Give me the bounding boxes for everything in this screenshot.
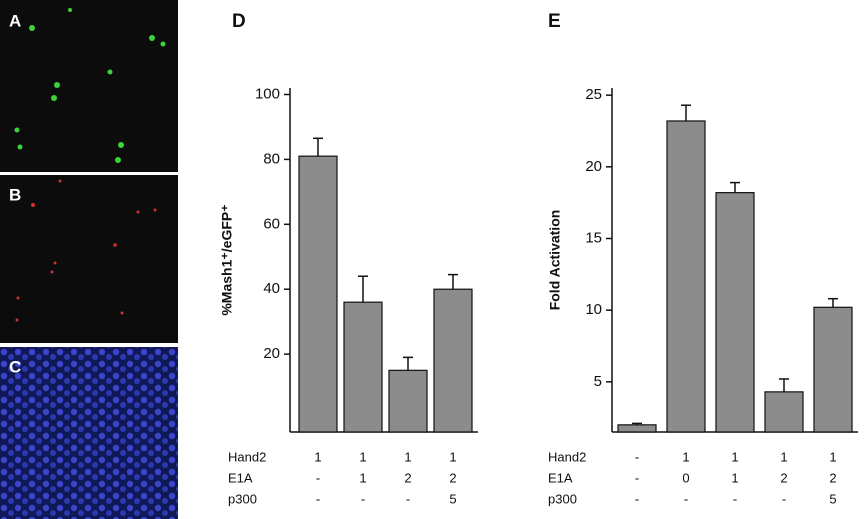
y-axis-label: Fold Activation — [547, 210, 563, 311]
bar — [764, 391, 804, 433]
condition-value: - — [635, 449, 639, 464]
condition-value: 2 — [404, 470, 411, 485]
condition-value: 1 — [731, 449, 738, 464]
condition-value: 1 — [829, 449, 836, 464]
image-label: C — [9, 357, 21, 376]
condition-value: 2 — [829, 470, 836, 485]
panel-label: E — [548, 11, 561, 32]
condition-value: 1 — [780, 449, 787, 464]
condition-name: Hand2 — [228, 449, 266, 464]
condition-value: - — [733, 491, 737, 506]
y-tick-label: 100 — [255, 85, 280, 102]
condition-value: 1 — [359, 470, 366, 485]
condition-name: E1A — [548, 470, 573, 485]
y-tick-label: 20 — [263, 345, 280, 362]
condition-value: 5 — [829, 491, 836, 506]
image-label: A — [9, 11, 21, 30]
condition-value: - — [782, 491, 786, 506]
bar — [715, 192, 755, 433]
condition-name: p300 — [548, 491, 577, 506]
condition-value: 1 — [314, 449, 321, 464]
condition-value: - — [316, 491, 320, 506]
bar — [343, 301, 383, 433]
condition-value: - — [635, 470, 639, 485]
condition-value: 2 — [780, 470, 787, 485]
bar — [813, 306, 853, 433]
bar — [298, 155, 338, 433]
bar — [617, 424, 657, 433]
y-tick-label: 20 — [585, 158, 602, 175]
condition-value: - — [684, 491, 688, 506]
image-a — [0, 0, 178, 172]
image-label: B — [9, 185, 21, 204]
condition-value: 0 — [682, 470, 689, 485]
condition-value: 1 — [731, 470, 738, 485]
y-tick-label: 5 — [594, 373, 602, 390]
y-tick-label: 60 — [263, 215, 280, 232]
condition-value: 1 — [359, 449, 366, 464]
y-tick-label: 25 — [585, 86, 602, 103]
condition-value: - — [635, 491, 639, 506]
image-c — [0, 347, 178, 519]
condition-name: p300 — [228, 491, 257, 506]
bar — [666, 120, 706, 433]
condition-value: 5 — [449, 491, 456, 506]
y-axis-label: %Mash1⁺/eGFP⁺ — [219, 204, 235, 315]
y-tick-label: 40 — [263, 280, 280, 297]
condition-value: 2 — [449, 470, 456, 485]
condition-name: Hand2 — [548, 449, 586, 464]
y-tick-label: 80 — [263, 150, 280, 167]
condition-value: - — [406, 491, 410, 506]
y-tick-label: 10 — [585, 301, 602, 318]
bar — [388, 369, 428, 433]
condition-value: 1 — [404, 449, 411, 464]
condition-value: 1 — [682, 449, 689, 464]
bar — [433, 288, 473, 433]
condition-value: - — [361, 491, 365, 506]
condition-value: 1 — [449, 449, 456, 464]
image-b — [0, 175, 178, 343]
panel-label: D — [232, 11, 246, 32]
y-tick-label: 15 — [585, 229, 602, 246]
condition-value: - — [316, 470, 320, 485]
condition-name: E1A — [228, 470, 253, 485]
